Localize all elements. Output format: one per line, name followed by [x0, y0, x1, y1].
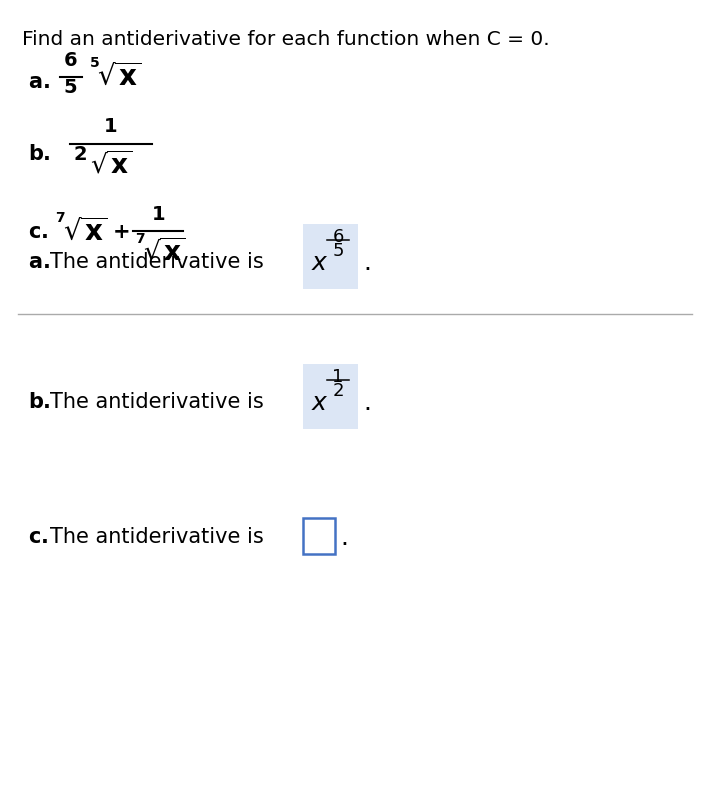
Text: $\mathbf{1}$: $\mathbf{1}$	[103, 117, 117, 136]
Text: $\mathbf{7}$: $\mathbf{7}$	[55, 211, 65, 225]
Text: $\mathbf{b.}$: $\mathbf{b.}$	[28, 144, 50, 164]
Text: $\mathbf{c.}$: $\mathbf{c.}$	[28, 527, 48, 547]
Text: $\mathbf{a.}$: $\mathbf{a.}$	[28, 72, 50, 92]
Text: $\mathbf{c.}$: $\mathbf{c.}$	[28, 222, 48, 242]
Text: 6: 6	[332, 228, 344, 246]
Text: Find an antiderivative for each function when C = 0.: Find an antiderivative for each function…	[22, 30, 550, 49]
Text: $\mathbf{+}$: $\mathbf{+}$	[112, 222, 129, 242]
Text: $\mathbf{\sqrt{x}}$: $\mathbf{\sqrt{x}}$	[90, 152, 133, 180]
Text: The antiderivative is: The antiderivative is	[50, 527, 263, 547]
Text: $\mathbf{2}$: $\mathbf{2}$	[73, 145, 87, 164]
Text: $\mathbf{5}$: $\mathbf{5}$	[63, 78, 77, 97]
FancyBboxPatch shape	[303, 224, 358, 289]
FancyBboxPatch shape	[303, 364, 358, 429]
Text: $\mathbf{\sqrt{x}}$: $\mathbf{\sqrt{x}}$	[143, 239, 185, 267]
FancyBboxPatch shape	[303, 518, 335, 554]
Text: 2: 2	[332, 382, 344, 400]
Text: $\mathbf{1}$: $\mathbf{1}$	[151, 205, 165, 224]
Text: The antiderivative is: The antiderivative is	[50, 392, 263, 412]
Text: $x$: $x$	[311, 391, 329, 415]
Text: $\mathbf{5}$: $\mathbf{5}$	[89, 56, 99, 70]
Text: $\mathbf{7}$: $\mathbf{7}$	[135, 232, 146, 246]
Text: $\mathbf{a.}$: $\mathbf{a.}$	[28, 252, 50, 272]
Text: $\mathbf{\sqrt{x}}$: $\mathbf{\sqrt{x}}$	[63, 218, 107, 246]
Text: $\mathbf{\sqrt{x}}$: $\mathbf{\sqrt{x}}$	[97, 63, 141, 91]
Text: $\mathbf{b.}$: $\mathbf{b.}$	[28, 392, 50, 412]
Text: .: .	[340, 526, 348, 550]
Text: 5: 5	[332, 242, 344, 260]
Text: $\mathbf{6}$: $\mathbf{6}$	[62, 51, 77, 70]
Text: The antiderivative is: The antiderivative is	[50, 252, 263, 272]
Text: .: .	[363, 391, 371, 415]
Text: .: .	[363, 251, 371, 275]
Text: $x$: $x$	[311, 251, 329, 275]
Text: 1: 1	[332, 368, 344, 386]
